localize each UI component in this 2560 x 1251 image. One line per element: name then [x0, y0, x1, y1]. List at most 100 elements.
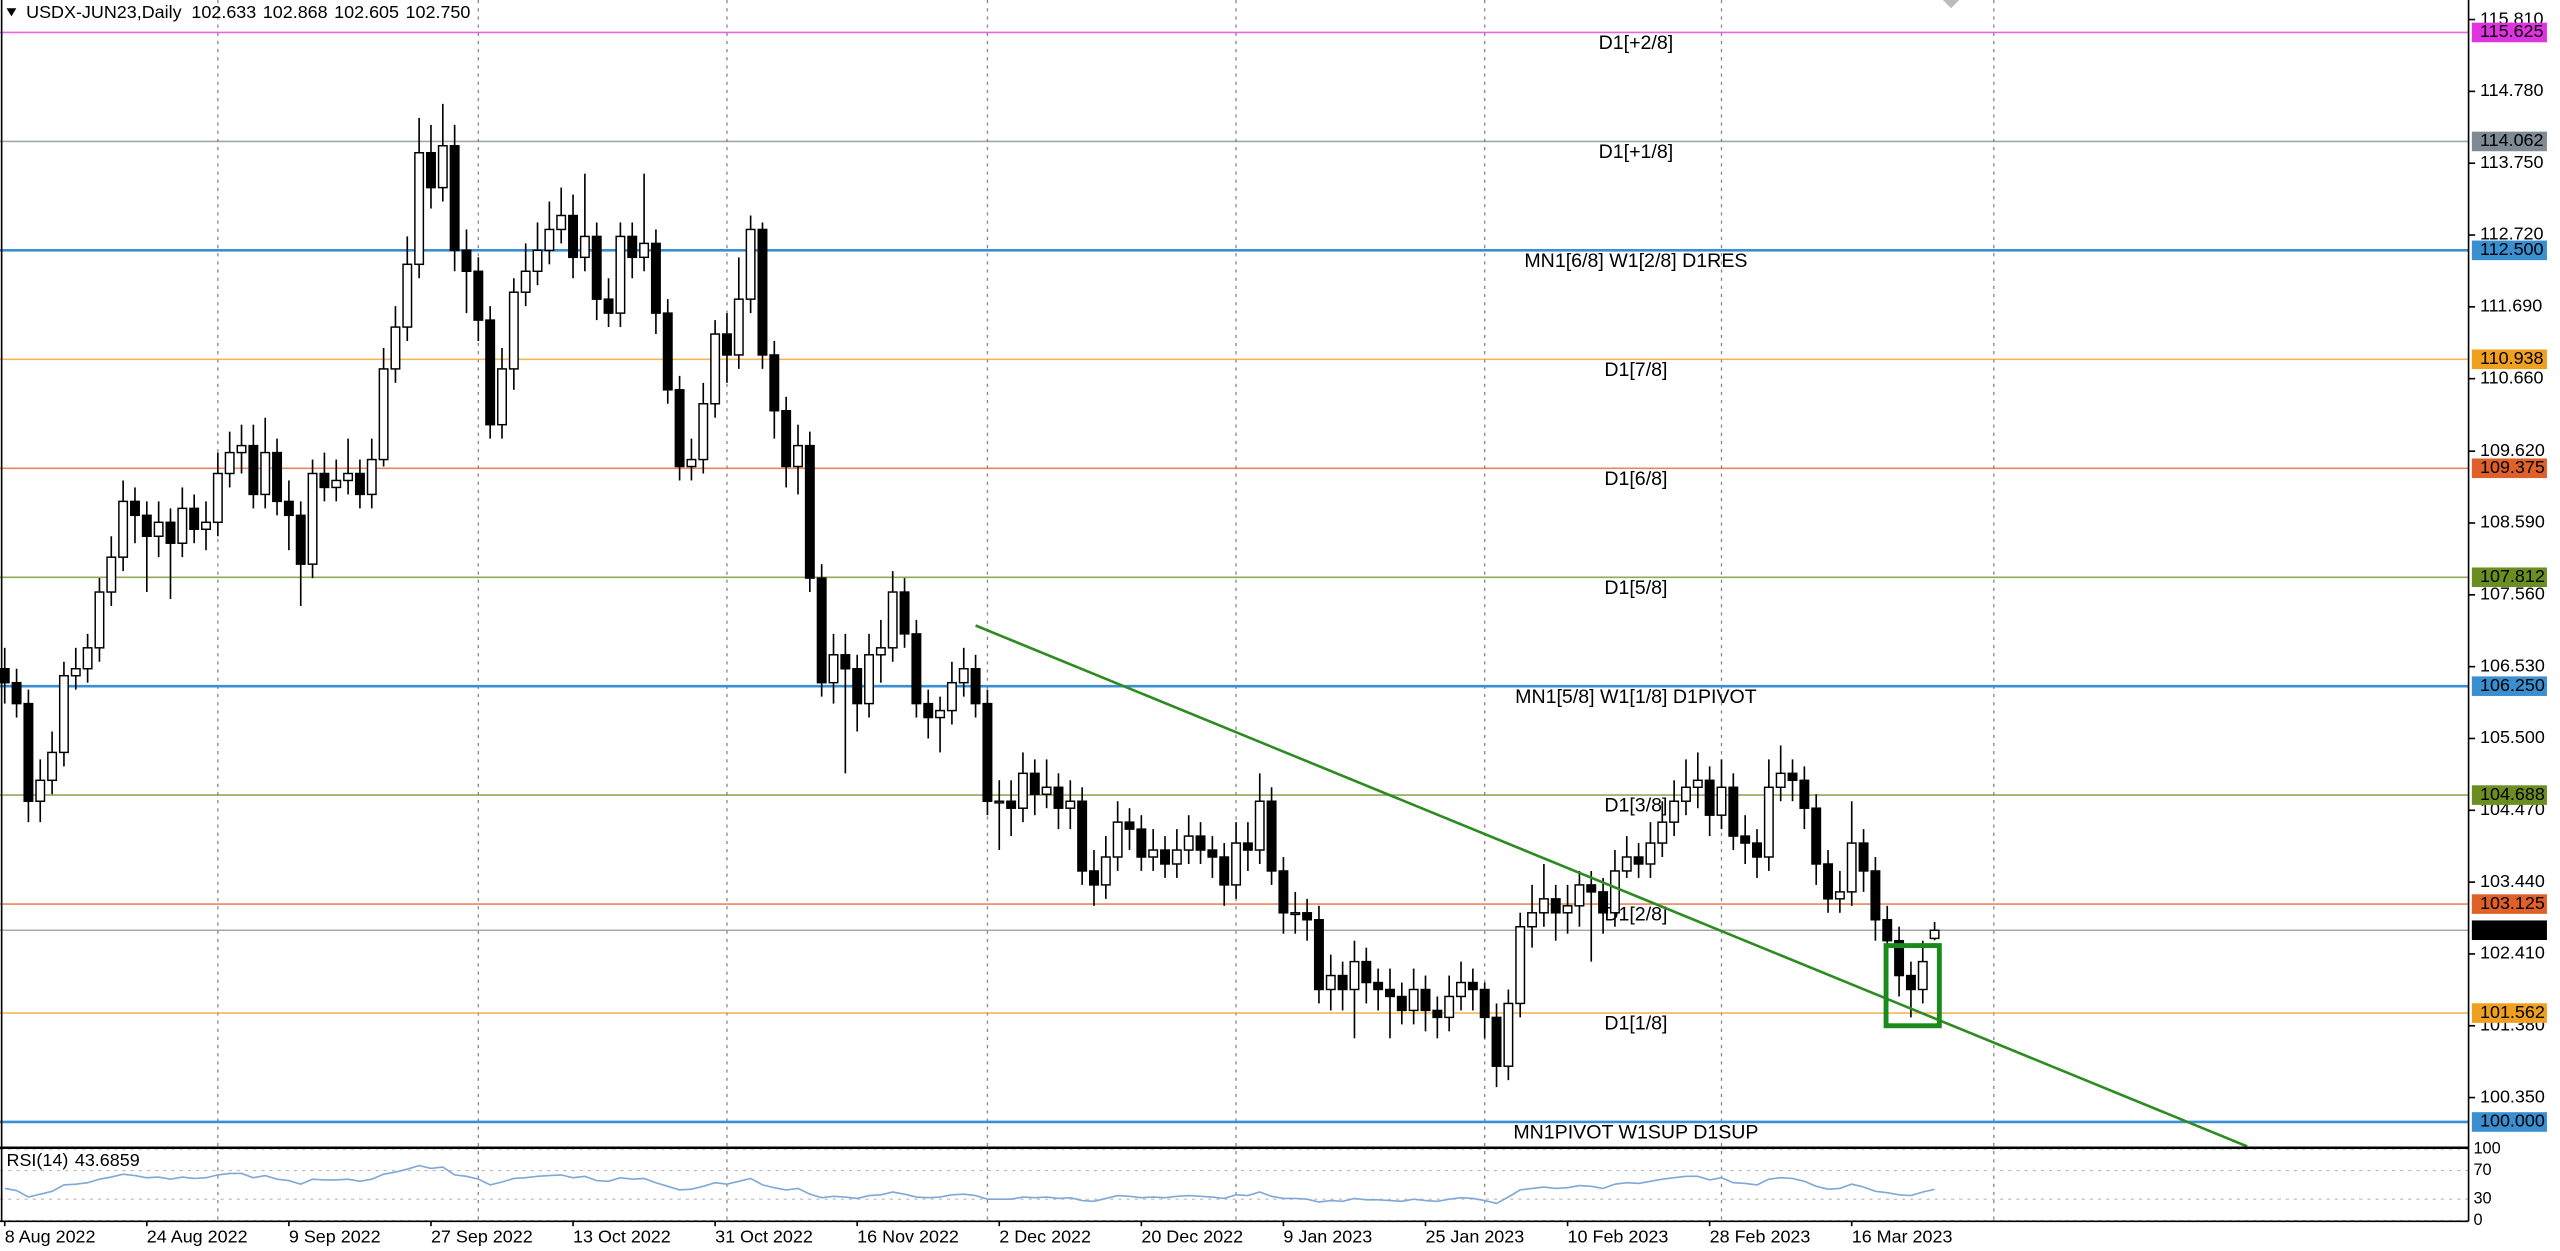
- candle-body: [118, 500, 129, 558]
- candle-body: [721, 333, 732, 356]
- candle-body: [272, 451, 283, 503]
- price-tag-label: 115.625: [2480, 21, 2544, 41]
- candle-body: [1017, 772, 1028, 809]
- candle-body: [1515, 926, 1526, 1005]
- candle-body: [982, 702, 993, 802]
- candle-body: [1337, 974, 1348, 991]
- price-tag: [2471, 894, 2547, 914]
- open: 102.633: [191, 2, 256, 22]
- candle-body: [378, 368, 389, 461]
- candle-body: [1219, 856, 1230, 886]
- candle-body: [1420, 988, 1431, 1012]
- candle-body: [141, 514, 152, 537]
- candle-body: [923, 702, 934, 719]
- candle-body: [201, 521, 211, 531]
- candle-body: [212, 472, 223, 524]
- price-tag: [2471, 920, 2547, 941]
- candle-body: [1006, 800, 1017, 809]
- candle-body: [828, 654, 839, 684]
- candle-body: [236, 444, 247, 454]
- candle-body: [248, 444, 259, 496]
- level-label: D1[+1/8]: [1599, 141, 1674, 163]
- candle-body: [1077, 800, 1088, 872]
- x-tick-label: 24 Aug 2022: [147, 1226, 248, 1246]
- candle-body: [390, 326, 401, 370]
- candle-body: [1195, 835, 1206, 851]
- candle-body: [1929, 929, 1940, 940]
- candle-body: [319, 472, 330, 489]
- rsi-tick-label: 0: [2473, 1211, 2482, 1229]
- candle-body: [449, 145, 460, 252]
- candle-body: [1349, 960, 1360, 991]
- candle-body: [1740, 835, 1751, 844]
- level-label: D1[2/8]: [1604, 904, 1667, 926]
- price-tag: [2471, 458, 2547, 479]
- level-label: MN1[5/8] W1[1/8] D1PIVOT: [1515, 686, 1757, 708]
- level-label: MN1[6/8] W1[2/8] D1RES: [1524, 250, 1747, 272]
- rsi-tick-label: 70: [2473, 1161, 2491, 1179]
- candle-body: [1621, 856, 1632, 872]
- candle-body: [745, 228, 756, 300]
- candle-body: [757, 228, 768, 356]
- x-tick-label: 2 Dec 2022: [999, 1226, 1091, 1246]
- candle-body: [1846, 842, 1857, 893]
- candle-body: [1894, 939, 1905, 977]
- candle-body: [1882, 919, 1893, 942]
- x-tick-label: 9 Sep 2022: [289, 1226, 381, 1246]
- candle-body: [1586, 884, 1597, 893]
- candle-body: [1041, 786, 1052, 795]
- candle-body: [627, 235, 638, 259]
- candle-body: [1148, 849, 1159, 858]
- y-tick-label: 110.660: [2480, 367, 2544, 387]
- candle-body: [1775, 772, 1786, 789]
- price-tag-label: 103.125: [2480, 893, 2545, 913]
- x-tick-label: 16 Mar 2023: [1852, 1226, 1953, 1246]
- rsi-tick-label: 100: [2473, 1140, 2500, 1158]
- candle-body: [579, 235, 590, 259]
- y-tick-label: 112.720: [2480, 224, 2544, 244]
- y-tick-label: 114.780: [2480, 80, 2544, 100]
- candle-body: [875, 647, 886, 656]
- candle-body: [331, 479, 342, 489]
- close: 102.750: [406, 2, 471, 22]
- candle-body: [1313, 919, 1324, 991]
- candle-body: [1680, 786, 1691, 802]
- x-tick-label: 28 Feb 2023: [1710, 1226, 1811, 1246]
- candle-body: [106, 556, 117, 593]
- menu-arrow[interactable]: [6, 8, 17, 17]
- level-label: D1[3/8]: [1604, 795, 1667, 817]
- trendline: [975, 624, 2248, 1148]
- header: USDX-JUN23,Daily 102.633 102.868 102.605 102…: [26, 2, 470, 22]
- candle-body: [11, 681, 22, 705]
- candle-body: [1207, 849, 1218, 858]
- x-tick-label: 8 Aug 2022: [5, 1226, 96, 1246]
- candle-body: [1550, 898, 1561, 914]
- candle-body: [1396, 995, 1407, 1012]
- candle-body: [674, 389, 685, 468]
- candle-body: [1645, 842, 1656, 865]
- candle-body: [402, 263, 413, 328]
- y-tick-label: 109.620: [2480, 440, 2545, 460]
- level-label: D1[5/8]: [1604, 577, 1667, 599]
- candle-body: [47, 751, 58, 782]
- y-tick-label: 105.500: [2480, 727, 2545, 747]
- price-tag-label: 114.062: [2480, 130, 2544, 150]
- candle-body: [544, 228, 555, 252]
- candle-body: [1029, 772, 1040, 795]
- candle-body: [1716, 786, 1727, 816]
- price-tag: [2471, 1112, 2547, 1132]
- candle-body: [1444, 995, 1455, 1019]
- candle-body: [1704, 779, 1715, 816]
- candle-body: [295, 514, 306, 565]
- candle-body: [177, 507, 188, 544]
- level-label: D1[1/8]: [1604, 1013, 1667, 1035]
- candle-body: [1799, 779, 1810, 809]
- x-tick-label: 31 Oct 2022: [715, 1226, 813, 1246]
- candle-body: [1870, 870, 1881, 921]
- candle-body: [129, 500, 140, 517]
- price-tag: [2471, 131, 2547, 152]
- level-label: MN1PIVOT W1SUP D1SUP: [1513, 1122, 1758, 1144]
- price-tag-label: 112.500: [2480, 239, 2544, 259]
